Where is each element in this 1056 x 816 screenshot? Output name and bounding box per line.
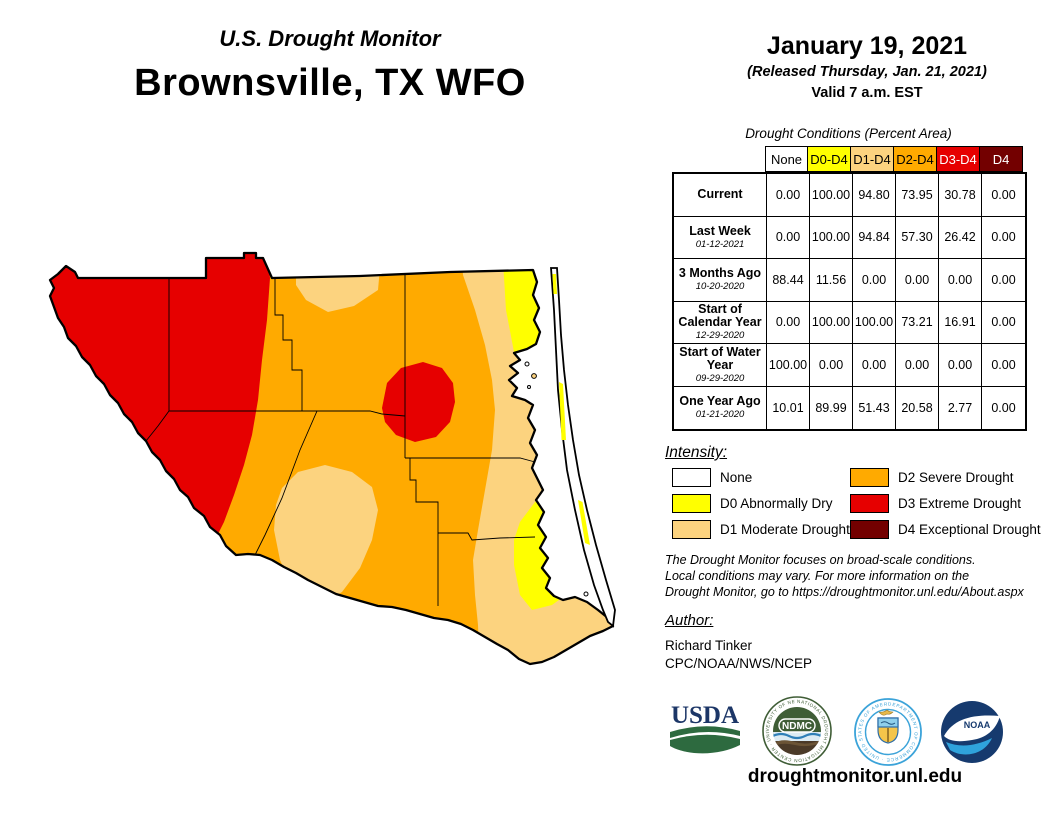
legend-item-d2: D2 Severe Drought — [850, 468, 1014, 487]
table-cell: 0.00 — [939, 259, 982, 302]
island-d0-sliver-mid — [559, 382, 566, 440]
legend-item-none: None — [672, 468, 752, 487]
noaa-sea — [946, 738, 992, 755]
legend-swatch-none — [672, 468, 711, 487]
table-cell: 20.58 — [896, 386, 939, 429]
table-cell: 0.00 — [767, 216, 810, 259]
doc-eagle — [878, 709, 894, 716]
table-cell: 88.44 — [767, 259, 810, 302]
column-header-none: None — [765, 146, 808, 172]
author-heading: Author: — [665, 612, 714, 629]
ndmc-logo: NATIONAL DROUGHT MITIGATION CENTER · UNI… — [760, 692, 832, 771]
table-cell: 0.00 — [896, 344, 939, 387]
table-cell: 100.00 — [810, 174, 853, 217]
table-cell: 0.00 — [982, 302, 1025, 344]
footer-url: droughtmonitor.unl.edu — [747, 766, 963, 787]
table-cell: 30.78 — [939, 174, 982, 217]
noaa-seagull — [944, 715, 1000, 742]
table-cell: 0.00 — [982, 217, 1025, 259]
usda-logo-text: USDA — [671, 702, 739, 729]
legend-swatch-d0 — [672, 494, 711, 513]
table-cell: 0.00 — [810, 344, 853, 387]
table-cell: 26.42 — [939, 216, 982, 259]
legend-item-d0: D0 Abnormally Dry — [672, 494, 833, 513]
table-cell: 89.99 — [810, 386, 853, 429]
table-cell: 0.00 — [939, 344, 982, 387]
table-cell: 57.30 — [896, 216, 939, 259]
legend-swatch-d3 — [850, 494, 889, 513]
legend-item-d4: D4 Exceptional Drought — [850, 520, 1041, 539]
author-name: Richard Tinker — [665, 638, 753, 653]
ndmc-banner-text: NDMC — [782, 721, 812, 732]
column-header-d1-d4: D1-D4 — [851, 146, 894, 172]
island-d0-sliver-south — [578, 500, 590, 545]
table-cell: 0.00 — [767, 174, 810, 217]
legend-item-d3: D3 Extreme Drought — [850, 494, 1021, 513]
table-header-row: None D0-D4 D1-D4 D2-D4 D3-D4 D4 — [765, 146, 1023, 172]
legend-swatch-d2 — [850, 468, 889, 487]
table-cell: 10.01 — [767, 386, 810, 429]
table-cell: 73.95 — [896, 174, 939, 217]
legend-swatch-d1 — [672, 520, 711, 539]
table-cell: 0.00 — [982, 259, 1025, 302]
valid-time: Valid 7 a.m. EST — [811, 85, 923, 101]
table-cell: 51.43 — [853, 386, 896, 429]
table-cell: 100.00 — [767, 344, 810, 387]
table-cell: 94.80 — [853, 174, 896, 217]
column-header-d0-d4: D0-D4 — [808, 146, 851, 172]
usda-logo: USDA — [664, 702, 746, 765]
row-label-current: Current — [674, 174, 767, 217]
table-cell: 16.91 — [939, 301, 982, 344]
drought-area-d1-south — [274, 465, 378, 602]
table-cell: 100.00 — [810, 216, 853, 259]
row-label-start-calendar-year: Start of Calendar Year 12-29-2020 — [674, 301, 767, 344]
drought-map-svg — [48, 251, 616, 666]
noaa-logo-text: NOAA — [964, 720, 991, 730]
map-date: January 19, 2021 — [766, 32, 968, 60]
table-cell: 0.00 — [991, 400, 1016, 415]
table-cell: 0.00 — [982, 174, 1025, 217]
legend-swatch-d4 — [850, 520, 889, 539]
table-cell: 2.77 — [939, 386, 982, 429]
barrier-island — [550, 267, 616, 628]
column-header-d2-d4: D2-D4 — [894, 146, 937, 172]
row-label-3-months-ago: 3 Months Ago 10-20-2020 — [674, 259, 767, 302]
page-title: Brownsville, TX WFO — [134, 62, 526, 104]
usda-field-upper — [670, 726, 740, 738]
table-cell: 94.84 — [853, 216, 896, 259]
report-kicker: U.S. Drought Monitor — [219, 26, 441, 51]
table-cell: 0.00 — [896, 259, 939, 302]
row-label-one-year-ago: One Year Ago 01-21-2020 — [674, 386, 767, 429]
row-label-start-water-year: Start of Water Year 09-29-2020 — [674, 344, 767, 387]
row-label-last-week: Last Week 01-12-2021 — [674, 216, 767, 259]
drought-percent-table: Current 0.00 100.00 94.80 73.95 30.78 0.… — [672, 172, 1027, 431]
legend-title: Intensity: — [665, 444, 728, 461]
column-header-d3-d4: D3-D4 — [937, 146, 980, 172]
region-outline — [48, 251, 615, 666]
island-d0-sliver-top — [552, 274, 557, 294]
table-cell: 0.00 — [982, 344, 1025, 387]
author-org: CPC/NOAA/NWS/NCEP — [665, 656, 813, 671]
table-cell: 73.21 — [896, 301, 939, 344]
table-cell: 0.00 — [853, 259, 896, 302]
bay-islets — [524, 361, 589, 597]
drought-area-d3-central — [382, 362, 455, 442]
column-header-d4: D4 — [980, 146, 1023, 172]
legend-item-d1: D1 Moderate Drought — [672, 520, 850, 539]
disclaimer-text: The Drought Monitor focuses on broad-sca… — [665, 553, 1024, 599]
drought-map — [30, 250, 650, 675]
table-cell: 0.00 — [767, 301, 810, 344]
table-cell: 0.00 — [853, 344, 896, 387]
noaa-logo: NOAA — [940, 700, 1004, 769]
table-cell: 100.00 — [853, 301, 896, 344]
table-caption: Drought Conditions (Percent Area) — [745, 126, 952, 141]
commerce-seal-logo: DEPARTMENT OF COMMERCE · UNITED STATES O… — [852, 694, 922, 771]
table-cell: 11.56 — [810, 259, 853, 302]
released-date: (Released Thursday, Jan. 21, 2021) — [747, 64, 987, 80]
usda-field-lower — [670, 734, 740, 754]
table-cell: 100.00 — [810, 301, 853, 344]
